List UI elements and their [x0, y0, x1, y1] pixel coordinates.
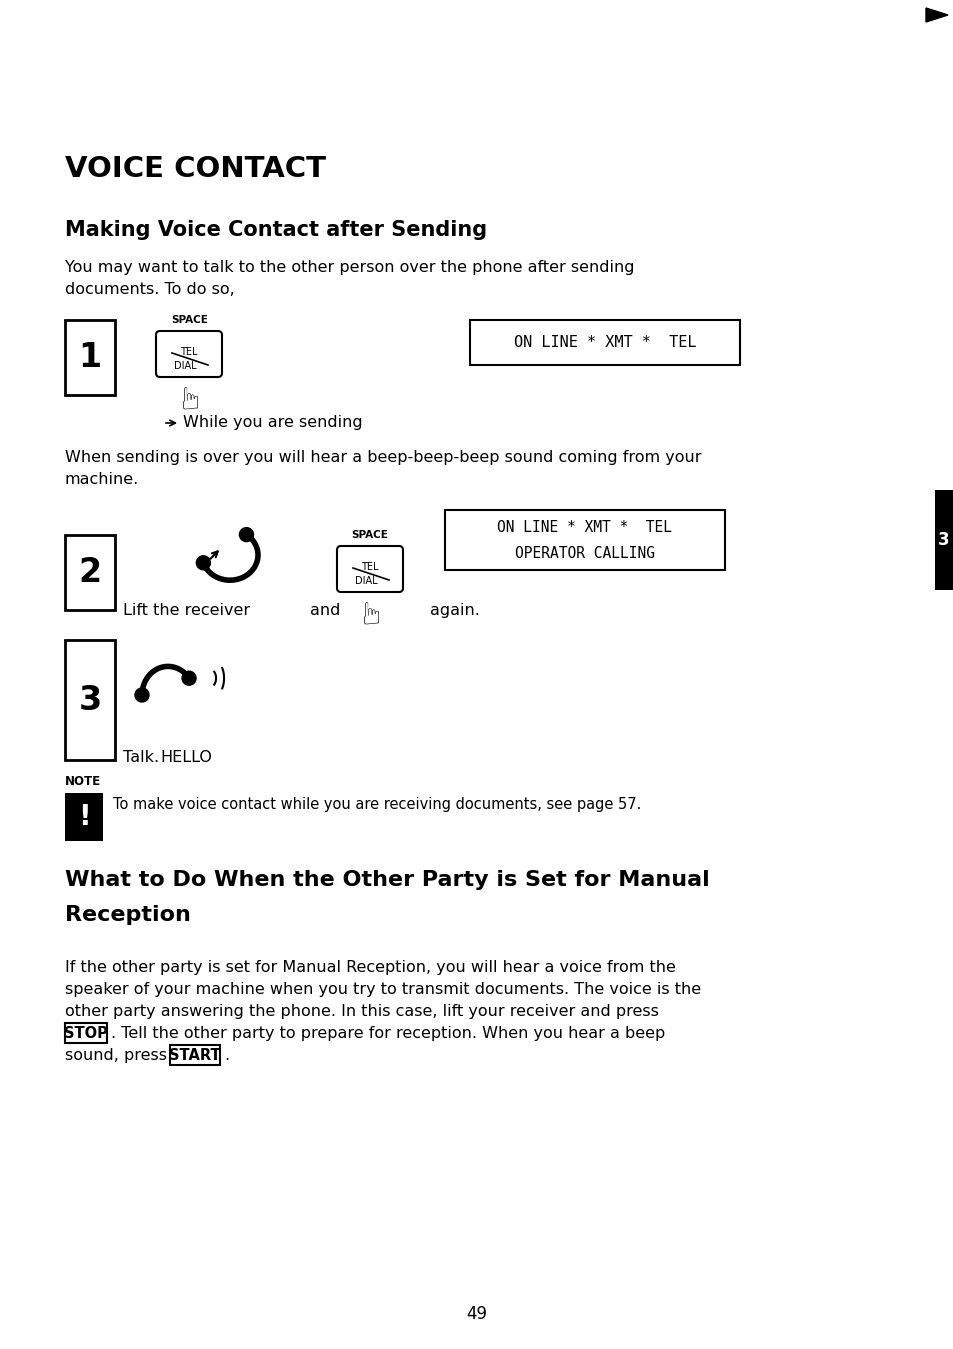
- Text: and: and: [310, 603, 340, 618]
- Text: 49: 49: [466, 1304, 487, 1323]
- Text: HELLO: HELLO: [160, 750, 212, 765]
- Text: If the other party is set for Manual Reception, you will hear a voice from the: If the other party is set for Manual Rec…: [65, 960, 675, 975]
- Text: Making Voice Contact after Sending: Making Voice Contact after Sending: [65, 220, 487, 240]
- Text: SPACE: SPACE: [352, 530, 388, 540]
- Bar: [65, 320, 115, 395]
- Text: While you are sending: While you are sending: [183, 415, 362, 430]
- Text: You may want to talk to the other person over the phone after sending
documents.: You may want to talk to the other person…: [65, 260, 634, 297]
- Text: .: .: [224, 1048, 229, 1063]
- Bar: [65, 639, 115, 759]
- FancyBboxPatch shape: [336, 546, 402, 592]
- Text: sound, press: sound, press: [65, 1048, 167, 1063]
- Text: Talk.: Talk.: [123, 750, 159, 765]
- Text: 3: 3: [78, 684, 102, 716]
- Text: TEL: TEL: [180, 347, 197, 357]
- Text: 2: 2: [78, 556, 101, 590]
- Text: !: !: [77, 803, 91, 831]
- Text: NOTE: NOTE: [65, 774, 101, 788]
- Bar: [444, 510, 724, 571]
- Bar: [470, 320, 740, 366]
- Bar: [65, 1023, 107, 1043]
- Text: To make voice contact while you are receiving documents, see page 57.: To make voice contact while you are rece…: [112, 797, 640, 812]
- Circle shape: [135, 688, 149, 701]
- Text: other party answering the phone. In this case, lift your receiver and press: other party answering the phone. In this…: [65, 1004, 659, 1018]
- Text: VOICE CONTACT: VOICE CONTACT: [65, 155, 326, 183]
- Text: Reception: Reception: [65, 905, 191, 925]
- Text: SPACE: SPACE: [172, 316, 208, 325]
- Text: . Tell the other party to prepare for reception. When you hear a beep: . Tell the other party to prepare for re…: [111, 1027, 664, 1041]
- Circle shape: [182, 672, 195, 685]
- Text: STOP: STOP: [64, 1025, 108, 1040]
- Text: What to Do When the Other Party is Set for Manual: What to Do When the Other Party is Set f…: [65, 870, 709, 890]
- Text: again.: again.: [430, 603, 479, 618]
- Text: OPERATOR CALLING: OPERATOR CALLING: [515, 546, 655, 561]
- Polygon shape: [925, 8, 947, 22]
- Bar: [170, 1045, 220, 1064]
- Bar: [65, 793, 103, 840]
- FancyBboxPatch shape: [156, 331, 222, 376]
- Circle shape: [196, 556, 211, 569]
- Text: DIAL: DIAL: [173, 362, 196, 371]
- Text: Lift the receiver: Lift the receiver: [123, 603, 250, 618]
- Bar: [65, 536, 115, 610]
- Text: DIAL: DIAL: [355, 576, 377, 585]
- Text: speaker of your machine when you try to transmit documents. The voice is the: speaker of your machine when you try to …: [65, 982, 700, 997]
- Text: TEL: TEL: [360, 563, 378, 572]
- Text: ☞: ☞: [176, 382, 205, 409]
- Bar: [934, 490, 953, 590]
- Text: When sending is over you will hear a beep-beep-beep sound coming from your
machi: When sending is over you will hear a bee…: [65, 451, 700, 487]
- Text: ON LINE * XMT *  TEL: ON LINE * XMT * TEL: [514, 335, 696, 349]
- Text: ON LINE * XMT *  TEL: ON LINE * XMT * TEL: [497, 521, 672, 536]
- Text: ☞: ☞: [357, 598, 386, 625]
- Text: 3: 3: [937, 532, 949, 549]
- Text: START: START: [169, 1048, 220, 1063]
- Circle shape: [239, 527, 253, 541]
- Text: 1: 1: [78, 341, 101, 374]
